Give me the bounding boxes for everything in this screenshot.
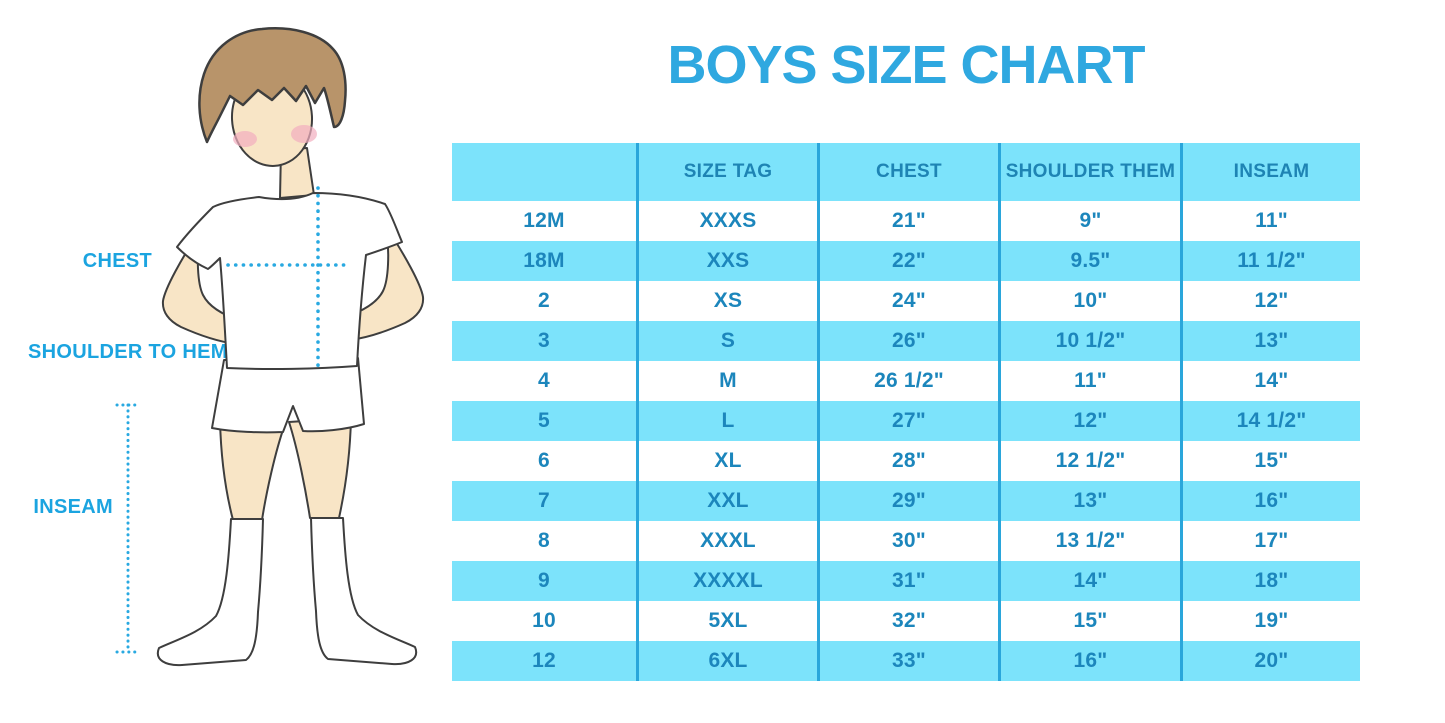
table-cell: 12" [1180, 281, 1360, 321]
table-cell: 9" [998, 201, 1180, 241]
table-header-cell-4: INSEAM [1180, 143, 1360, 201]
table-cell: 26" [817, 321, 998, 361]
table-cell: L [636, 401, 817, 441]
right-sock [310, 517, 418, 666]
table-row-12M: 12M XXXS 21" 9" 11" [452, 201, 1360, 241]
table-cell: XXL [636, 481, 817, 521]
table-cell: 29" [817, 481, 998, 521]
chest-label: CHEST [82, 250, 152, 272]
table-cell: 14" [1180, 361, 1360, 401]
table-cell: S [636, 321, 817, 361]
table-row-5: 5 L 27" 12" 14 1/2" [452, 401, 1360, 441]
table-cell: M [636, 361, 817, 401]
table-cell: 16" [998, 641, 1180, 681]
size-table-header: SIZE TAG CHEST SHOULDER THEM INSEAM [452, 143, 1360, 201]
table-cell: XL [636, 441, 817, 481]
table-cell: 10 [532, 609, 556, 632]
table-cell: 26 1/2" [817, 361, 998, 401]
table-cell: 12" [998, 401, 1180, 441]
table-cell: 9.5" [998, 241, 1180, 281]
table-row-7: 7 XXL 29" 13" 16" [452, 481, 1360, 521]
right-arm [344, 227, 425, 341]
table-cell: 22" [817, 241, 998, 281]
page-title: BOYS SIZE CHART [667, 35, 1145, 95]
table-cell: 13" [1180, 321, 1360, 361]
table-cell: 6XL [636, 641, 817, 681]
table-cell: 13" [998, 481, 1180, 521]
table-header-cell-2: CHEST [817, 143, 998, 201]
table-cell: 12M [523, 209, 565, 232]
table-cell: 9 [452, 561, 636, 601]
table-row-12: 12 6XL 33" 16" 20" [452, 641, 1360, 681]
size-table-body: 12M XXXS 21" 9" 11" 18M XXS 22" 9.5" 11 1/2" 2 XS 24… [452, 201, 1360, 681]
shoulder-to-hem-label: SHOULDER TO HEM [28, 341, 228, 363]
table-cell: 31" [817, 561, 998, 601]
table-cell: XXXL [636, 521, 817, 561]
table-cell: 14" [998, 561, 1180, 601]
left-leg [219, 419, 286, 521]
table-cell: 16" [1180, 481, 1360, 521]
table-header-cell-1: SIZE TAG [636, 143, 817, 201]
table-cell: 21" [817, 201, 998, 241]
boy-illustration [115, 27, 425, 667]
table-cell: 13 1/2" [998, 521, 1180, 561]
table-cell: 30" [817, 521, 998, 561]
inseam-measure-line [115, 403, 142, 654]
table-cell: 11" [998, 361, 1180, 401]
table-cell: 14 1/2" [1180, 401, 1360, 441]
table-row-18M: 18M XXS 22" 9.5" 11 1/2" [452, 241, 1360, 281]
table-cell: 11 1/2" [1180, 241, 1360, 281]
table-cell: 32" [817, 601, 998, 641]
left-sock [156, 518, 264, 667]
table-cell: XXXXL [636, 561, 817, 601]
table-cell: 11" [1180, 201, 1360, 241]
table-cell: 6 [538, 449, 550, 472]
t-shirt [176, 192, 403, 371]
right-cheek-blush [291, 125, 317, 143]
table-cell: 24" [817, 281, 998, 321]
table-cell: 2 [538, 289, 550, 312]
table-header-cell-0 [452, 143, 636, 201]
table-row-8: 8 XXXL 30" 13 1/2" 17" [452, 521, 1360, 561]
table-cell: 27" [817, 401, 998, 441]
right-leg [288, 417, 352, 519]
table-cell: 17" [1180, 521, 1360, 561]
inseam-label: INSEAM [33, 496, 113, 518]
table-cell: 18" [1180, 561, 1360, 601]
table-cell: 15" [1180, 441, 1360, 481]
table-cell: 10" [998, 281, 1180, 321]
table-cell: 3 [452, 321, 636, 361]
table-cell: 20" [1180, 641, 1360, 681]
table-cell: 7 [452, 481, 636, 521]
table-cell: 5XL [636, 601, 817, 641]
table-row-10: 10 5XL 32" 15" 19" [452, 601, 1360, 641]
hair [198, 27, 347, 144]
table-cell: 33" [817, 641, 998, 681]
table-cell: 10 1/2" [998, 321, 1180, 361]
shorts [211, 357, 365, 434]
table-row-4: 4 M 26 1/2" 11" 14" [452, 361, 1360, 401]
table-cell: 19" [1180, 601, 1360, 641]
left-cheek-blush [233, 131, 257, 147]
table-cell: XXXS [636, 201, 817, 241]
table-row-9: 9 XXXXL 31" 14" 18" [452, 561, 1360, 601]
table-row-3: 3 S 26" 10 1/2" 13" [452, 321, 1360, 361]
table-cell: XXS [636, 241, 817, 281]
left-arm [161, 231, 242, 345]
table-row-2: 2 XS 24" 10" 12" [452, 281, 1360, 321]
table-cell: 4 [538, 369, 550, 392]
size-table: SIZE TAG CHEST SHOULDER THEM INSEAM 12M XXXS… [452, 143, 1360, 681]
table-cell: 18M [452, 241, 636, 281]
table-header-cell-3: SHOULDER THEM [998, 143, 1180, 201]
table-cell: 5 [452, 401, 636, 441]
table-cell: XS [636, 281, 817, 321]
table-cell: 15" [998, 601, 1180, 641]
table-cell: 28" [817, 441, 998, 481]
table-cell: 8 [538, 529, 550, 552]
table-row-6: 6 XL 28" 12 1/2" 15" [452, 441, 1360, 481]
table-header-row: SIZE TAG CHEST SHOULDER THEM INSEAM [452, 143, 1360, 201]
table-cell: 12 [452, 641, 636, 681]
table-cell: 12 1/2" [998, 441, 1180, 481]
